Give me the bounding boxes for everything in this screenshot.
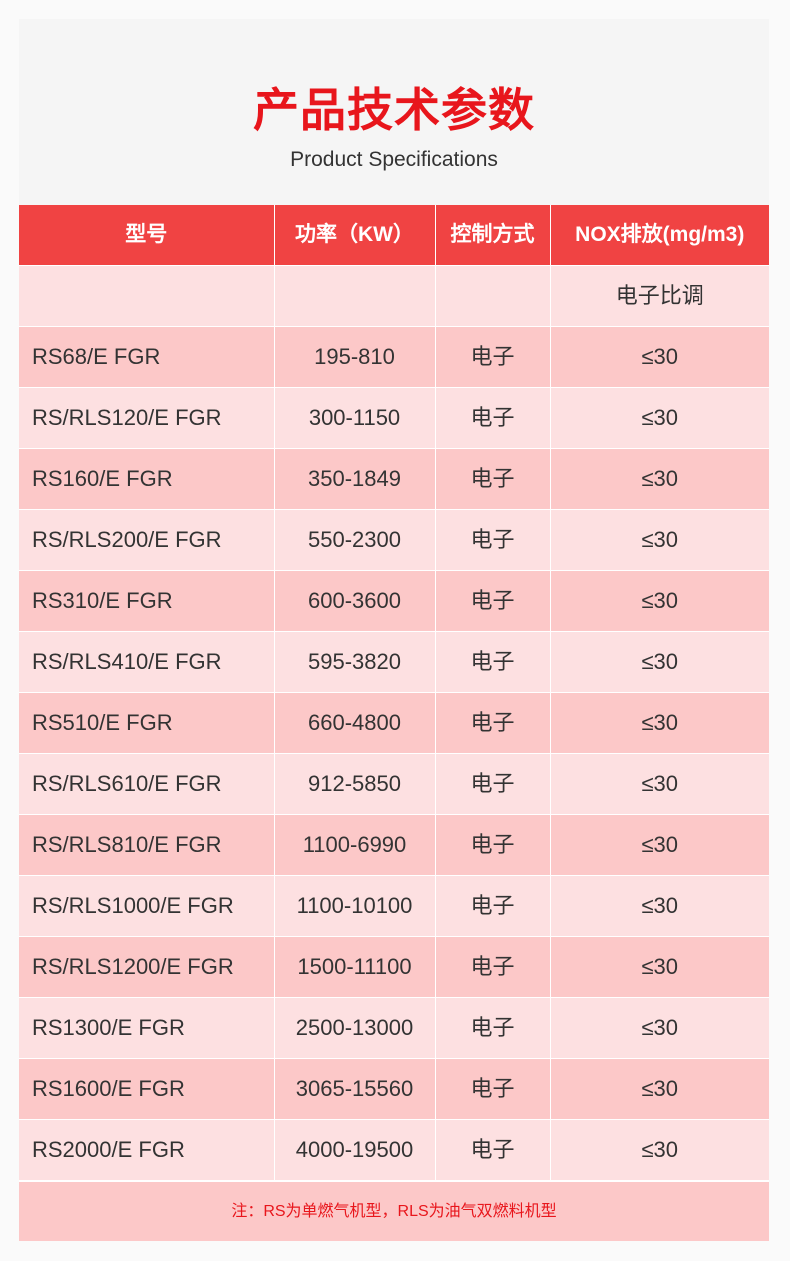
title-section: 产品技术参数 Product Specifications	[19, 19, 769, 205]
nox-cell: ≤30	[549, 814, 769, 876]
model-cell: RS510/E FGR	[19, 692, 275, 754]
model-cell: RS1300/E FGR	[19, 997, 275, 1059]
nox-cell: ≤30	[549, 631, 769, 693]
control-cell: 电子	[434, 753, 551, 815]
model-cell: RS2000/E FGR	[19, 1119, 275, 1181]
nox-cell: ≤30	[549, 753, 769, 815]
power-cell: 550-2300	[273, 509, 436, 571]
power-cell: 660-4800	[273, 692, 436, 754]
table-row: RS160/E FGR 350-1849 电子 ≤30	[19, 448, 769, 510]
model-cell: RS/RLS1200/E FGR	[19, 936, 275, 998]
table-cell	[19, 265, 275, 327]
table-cell: 电子比调	[549, 265, 769, 327]
table-row: RS310/E FGR 600-3600 电子 ≤30	[19, 570, 769, 632]
nox-cell: ≤30	[549, 1119, 769, 1181]
table-cell	[434, 265, 551, 327]
table-row: RS/RLS610/E FGR 912-5850 电子 ≤30	[19, 753, 769, 815]
model-cell: RS/RLS200/E FGR	[19, 509, 275, 571]
table-row: RS68/E FGR 195-810 电子 ≤30	[19, 326, 769, 388]
power-cell: 2500-13000	[273, 997, 436, 1059]
column-header-model: 型号	[19, 205, 275, 266]
column-header-nox: NOX排放(mg/m3)	[549, 205, 769, 266]
nox-cell: ≤30	[549, 1058, 769, 1120]
table-row: RS/RLS1200/E FGR 1500-11100 电子 ≤30	[19, 936, 769, 998]
nox-cell: ≤30	[549, 997, 769, 1059]
control-cell: 电子	[434, 448, 551, 510]
model-cell: RS/RLS410/E FGR	[19, 631, 275, 693]
table-header-row: 型号 功率（KW） 控制方式 NOX排放(mg/m3)	[19, 205, 769, 266]
control-cell: 电子	[434, 1119, 551, 1181]
model-cell: RS160/E FGR	[19, 448, 275, 510]
table-row: RS/RLS200/E FGR 550-2300 电子 ≤30	[19, 509, 769, 571]
model-cell: RS/RLS810/E FGR	[19, 814, 275, 876]
table-row: RS/RLS810/E FGR 1100-6990 电子 ≤30	[19, 814, 769, 876]
power-cell: 350-1849	[273, 448, 436, 510]
model-cell: RS/RLS610/E FGR	[19, 753, 275, 815]
table-row: RS/RLS120/E FGR 300-1150 电子 ≤30	[19, 387, 769, 449]
power-cell: 600-3600	[273, 570, 436, 632]
page-subtitle: Product Specifications	[290, 148, 498, 171]
spec-table: 型号 功率（KW） 控制方式 NOX排放(mg/m3) 电子比调 RS68/E …	[19, 205, 769, 1181]
nox-cell: ≤30	[549, 448, 769, 510]
power-cell: 1100-6990	[273, 814, 436, 876]
footnote: 注：RS为单燃气机型，RLS为油气双燃料机型	[19, 1181, 769, 1241]
table-row: RS510/E FGR 660-4800 电子 ≤30	[19, 692, 769, 754]
page-title: 产品技术参数	[253, 84, 535, 136]
control-cell: 电子	[434, 326, 551, 388]
table-row: RS/RLS1000/E FGR 1100-10100 电子 ≤30	[19, 875, 769, 937]
power-cell: 3065-15560	[273, 1058, 436, 1120]
column-header-control: 控制方式	[434, 205, 551, 266]
model-cell: RS68/E FGR	[19, 326, 275, 388]
nox-cell: ≤30	[549, 570, 769, 632]
table-row: RS1600/E FGR 3065-15560 电子 ≤30	[19, 1058, 769, 1120]
nox-cell: ≤30	[549, 509, 769, 571]
model-cell: RS/RLS1000/E FGR	[19, 875, 275, 937]
table-subheader-row: 电子比调	[19, 265, 769, 327]
power-cell: 195-810	[273, 326, 436, 388]
table-row: RS/RLS410/E FGR 595-3820 电子 ≤30	[19, 631, 769, 693]
power-cell: 1100-10100	[273, 875, 436, 937]
control-cell: 电子	[434, 814, 551, 876]
nox-cell: ≤30	[549, 387, 769, 449]
control-cell: 电子	[434, 631, 551, 693]
control-cell: 电子	[434, 509, 551, 571]
control-cell: 电子	[434, 1058, 551, 1120]
spec-card: 产品技术参数 Product Specifications 型号 功率（KW） …	[19, 19, 769, 1241]
power-cell: 595-3820	[273, 631, 436, 693]
control-cell: 电子	[434, 936, 551, 998]
table-cell	[273, 265, 436, 327]
control-cell: 电子	[434, 875, 551, 937]
nox-cell: ≤30	[549, 875, 769, 937]
nox-cell: ≤30	[549, 326, 769, 388]
nox-cell: ≤30	[549, 936, 769, 998]
control-cell: 电子	[434, 387, 551, 449]
column-header-power: 功率（KW）	[273, 205, 436, 266]
nox-cell: ≤30	[549, 692, 769, 754]
table-row: RS1300/E FGR 2500-13000 电子 ≤30	[19, 997, 769, 1059]
power-cell: 912-5850	[273, 753, 436, 815]
control-cell: 电子	[434, 570, 551, 632]
power-cell: 4000-19500	[273, 1119, 436, 1181]
power-cell: 1500-11100	[273, 936, 436, 998]
table-row: RS2000/E FGR 4000-19500 电子 ≤30	[19, 1119, 769, 1181]
model-cell: RS310/E FGR	[19, 570, 275, 632]
model-cell: RS/RLS120/E FGR	[19, 387, 275, 449]
control-cell: 电子	[434, 997, 551, 1059]
control-cell: 电子	[434, 692, 551, 754]
power-cell: 300-1150	[273, 387, 436, 449]
model-cell: RS1600/E FGR	[19, 1058, 275, 1120]
